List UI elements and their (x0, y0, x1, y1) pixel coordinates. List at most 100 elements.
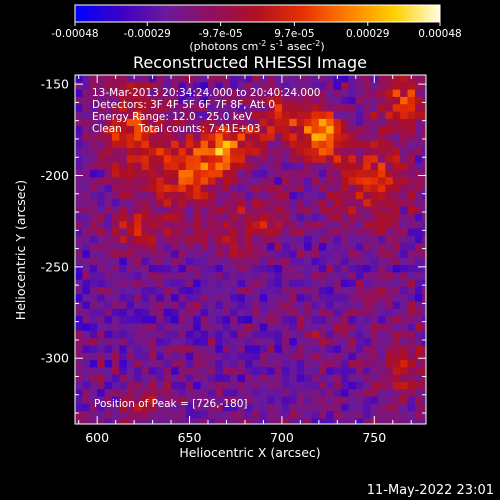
heatmap-cell (104, 352, 113, 361)
heatmap-cell (156, 360, 165, 368)
heatmap-cell (333, 265, 342, 273)
heatmap-cell (208, 403, 216, 412)
heatmap-cell (311, 374, 320, 383)
heatmap-cell (104, 316, 113, 325)
heatmap-cell (333, 243, 342, 252)
heatmap-cell (407, 243, 416, 252)
heatmap-cell (348, 118, 357, 127)
heatmap-cell (171, 191, 180, 200)
heatmap-cell (385, 411, 394, 420)
heatmap-cell (333, 96, 342, 105)
heatmap-cell (318, 133, 327, 142)
heatmap-cell (274, 403, 283, 412)
heatmap-cell (392, 257, 401, 266)
heatmap-cell (318, 155, 327, 164)
heatmap-cell (82, 323, 91, 332)
heatmap-cell (355, 286, 364, 295)
heatmap-cell (333, 213, 342, 222)
heatmap-cell (222, 228, 231, 237)
heatmap-cell (304, 418, 313, 424)
heatmap-cell (200, 367, 209, 376)
heatmap-cell (222, 389, 231, 398)
heatmap-cell (304, 228, 313, 237)
heatmap-cell (230, 126, 239, 135)
heatmap-cell (126, 381, 135, 390)
heatmap-cell (385, 418, 394, 424)
heatmap-cell (111, 184, 120, 193)
heatmap-cell (185, 82, 194, 91)
heatmap-cell (252, 191, 261, 200)
heatmap-cell (230, 75, 239, 83)
heatmap-cell (134, 111, 143, 120)
heatmap-cell (281, 162, 290, 171)
heatmap-cell (178, 345, 187, 354)
heatmap-cell (422, 330, 426, 339)
heatmap-cell (407, 389, 416, 398)
heatmap-cell (193, 148, 202, 156)
heatmap-cell (377, 111, 386, 120)
heatmap-cell (89, 265, 98, 273)
heatmap-cell (134, 308, 143, 317)
heatmap-cell (171, 162, 180, 171)
heatmap-cell (75, 133, 83, 142)
heatmap-cell (267, 360, 276, 368)
heatmap-cell (141, 221, 150, 230)
heatmap-cell (333, 228, 342, 237)
heatmap-cell (148, 206, 157, 215)
heatmap-cell (252, 170, 261, 178)
heatmap-cell (407, 199, 416, 208)
heatmap-cell (274, 126, 283, 135)
heatmap-cell (185, 265, 194, 273)
heatmap-cell (200, 279, 209, 288)
heatmap-cell (281, 82, 290, 91)
heatmap-cell (104, 118, 113, 127)
heatmap-cell (185, 104, 194, 113)
heatmap-cell (326, 352, 335, 361)
heatmap-cell (134, 191, 143, 200)
heatmap-cell (407, 228, 416, 237)
heatmap-cell (200, 184, 209, 193)
heatmap-cell (422, 177, 426, 186)
heatmap-cell (289, 82, 298, 91)
heatmap-cell (156, 367, 165, 376)
heatmap-cell (178, 177, 187, 186)
heatmap-cell (377, 360, 386, 368)
heatmap-cell (355, 170, 364, 178)
heatmap-cell (274, 243, 283, 252)
heatmap-cell (82, 228, 91, 237)
heatmap-cell (97, 352, 106, 361)
heatmap-cell (318, 345, 327, 354)
heatmap-cell (304, 403, 313, 412)
heatmap-cell (289, 191, 298, 200)
heatmap-cell (304, 199, 313, 208)
heatmap-cell (178, 279, 187, 288)
heatmap-cell (385, 389, 394, 398)
heatmap-cell (385, 104, 394, 113)
heatmap-cell (193, 111, 202, 120)
heatmap-cell (185, 96, 194, 105)
heatmap-cell (89, 338, 98, 347)
heatmap-cell (311, 213, 320, 222)
heatmap-cell (348, 191, 357, 200)
heatmap-cell (156, 177, 165, 186)
heatmap-cell (296, 104, 305, 113)
heatmap-cell (141, 338, 150, 347)
heatmap-cell (178, 140, 187, 149)
heatmap-cell (333, 308, 342, 317)
heatmap-cell (252, 301, 261, 310)
heatmap-cell (363, 374, 372, 383)
heatmap-cell (407, 323, 416, 332)
heatmap-cell (185, 250, 194, 259)
heatmap-cell (163, 250, 172, 259)
heatmap-cell (141, 411, 150, 420)
heatmap-cell (363, 381, 372, 390)
heatmap-cell (104, 191, 113, 200)
heatmap-cell (311, 75, 320, 83)
heatmap-cell (111, 257, 120, 266)
heatmap-cell (407, 345, 416, 354)
heatmap-cell (363, 418, 372, 424)
heatmap-cell (215, 374, 224, 383)
heatmap-cell (296, 111, 305, 120)
heatmap-cell (148, 140, 157, 149)
heatmap-cell (341, 323, 350, 332)
